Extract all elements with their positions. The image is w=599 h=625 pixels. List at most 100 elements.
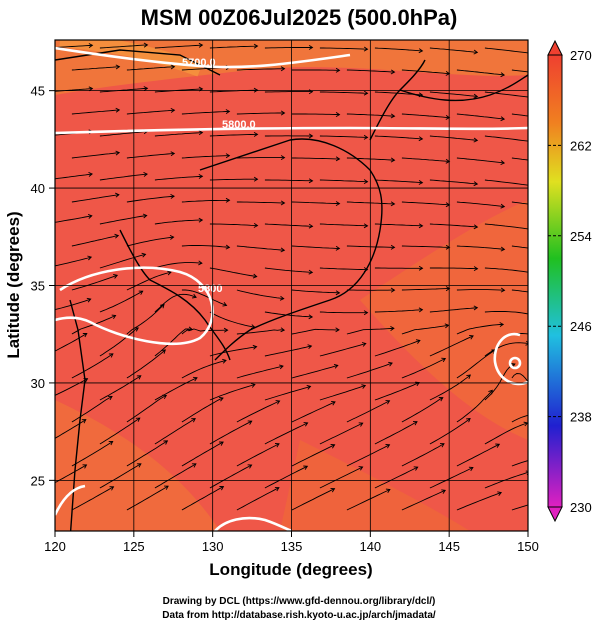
coastline-kurils: [399, 74, 528, 102]
streamline-arrowhead: [529, 270, 533, 274]
streamline: [291, 364, 338, 379]
streamline: [401, 245, 450, 248]
streamline: [429, 91, 478, 97]
streamline: [484, 91, 528, 98]
streamline: [484, 363, 516, 401]
streamline: [374, 339, 421, 357]
streamline-arrowhead: [469, 334, 474, 340]
streamline: [209, 420, 252, 445]
streamline: [374, 309, 423, 313]
streamline-arrowhead: [500, 246, 506, 252]
streamline-arrowhead: [529, 51, 533, 55]
streamline-arrowhead: [108, 353, 114, 358]
streamline-arrowhead: [225, 109, 231, 114]
streamline: [319, 179, 368, 183]
streamline: [264, 465, 308, 489]
streamline-arrowhead: [115, 107, 121, 113]
streamline-arrowhead: [361, 342, 367, 347]
streamline: [99, 130, 148, 137]
streamline: [71, 486, 114, 511]
streamline: [401, 288, 450, 291]
streamline: [291, 113, 340, 116]
streamline-arrowhead: [143, 42, 149, 48]
contour-5700: [55, 46, 351, 69]
streamline-arrowhead: [412, 421, 418, 426]
streamline: [346, 444, 390, 467]
streamline: [71, 441, 113, 467]
streamline: [209, 311, 255, 328]
streamline: [291, 157, 340, 160]
streamline-arrowhead: [335, 245, 341, 251]
streamline-arrowhead: [306, 384, 312, 390]
streamline-arrowhead: [358, 422, 364, 427]
streamline-arrowhead: [473, 224, 479, 230]
streamline-arrowhead: [142, 213, 148, 219]
streamline: [511, 289, 528, 293]
streamline: [319, 47, 368, 50]
streamline-arrowhead: [390, 244, 396, 250]
streamline-arrowhead: [335, 327, 340, 333]
streamline: [456, 443, 500, 467]
streamline-arrowhead: [363, 134, 369, 140]
streamline-arrowhead: [279, 295, 285, 301]
streamline: [236, 112, 285, 115]
streamline-arrowhead: [222, 302, 228, 307]
streamline: [154, 293, 197, 313]
streamline: [484, 179, 528, 186]
streamline: [484, 342, 528, 357]
streamline-arrowhead: [390, 326, 395, 331]
streamline-arrowhead: [418, 223, 424, 229]
streamline-arrowhead: [169, 234, 175, 240]
y-tick-label: 30: [31, 376, 45, 391]
x-axis-label: Longitude (degrees): [209, 560, 372, 579]
coastline-japan: [199, 138, 383, 361]
x-axis-ticks: 120 125 130 135 140 145 150: [44, 531, 539, 554]
streamline-arrowhead: [115, 192, 120, 198]
streamline-arrowhead: [274, 486, 280, 492]
streamline-arrowhead: [363, 223, 369, 229]
streamline-arrowhead: [87, 213, 93, 219]
streamline-arrowhead: [170, 107, 176, 113]
streamline-arrowhead: [363, 46, 369, 52]
streamline-arrowhead: [529, 227, 533, 231]
streamline: [99, 215, 147, 225]
streamline-arrowhead: [390, 113, 396, 119]
streamline-arrowhead: [529, 95, 533, 99]
streamline: [291, 289, 340, 294]
streamline-arrowhead: [113, 274, 119, 279]
streamline-arrowhead: [225, 153, 231, 159]
streamline: [181, 359, 227, 379]
streamline-arrowhead: [333, 363, 339, 369]
streamline: [319, 135, 368, 138]
streamline: [401, 201, 450, 206]
streamline-arrowhead: [279, 364, 284, 370]
streamline-arrowhead: [253, 223, 259, 228]
contour-5800-east: [493, 332, 528, 386]
y-axis-ticks: 25 30 35 40 45: [31, 84, 55, 488]
streamline-arrowhead: [500, 287, 506, 293]
streamline-arrowhead: [252, 344, 258, 350]
streamline-arrowhead: [390, 287, 396, 293]
streamline: [429, 179, 478, 185]
streamline-arrowhead: [413, 466, 419, 471]
streamline-arrowhead: [247, 464, 253, 469]
streamline-arrowhead: [198, 174, 204, 179]
streamline: [511, 113, 528, 117]
streamline: [511, 69, 528, 73]
streamline: [154, 262, 202, 269]
streamline: [319, 343, 366, 357]
colorbar-bar: [547, 54, 563, 508]
streamline: [55, 464, 87, 484]
streamline-arrowhead: [219, 441, 224, 446]
streamline: [71, 109, 120, 115]
streamline-arrowhead: [192, 293, 197, 299]
streamline-arrowhead: [198, 260, 203, 266]
streamline: [319, 466, 363, 489]
streamline-arrowhead: [170, 193, 175, 199]
streamline-arrowhead: [473, 266, 479, 271]
streamline-arrowhead: [499, 322, 505, 327]
streamline-arrowhead: [111, 314, 117, 320]
streamline: [264, 179, 313, 182]
streamline-arrowhead: [164, 485, 169, 490]
streamline: [99, 87, 148, 93]
